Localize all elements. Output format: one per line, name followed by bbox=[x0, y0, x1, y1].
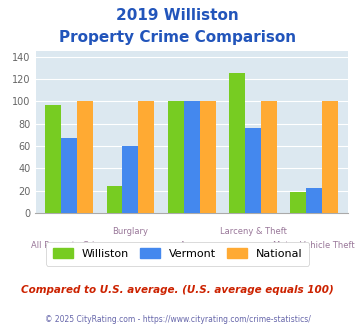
Bar bbox=[200, 101, 215, 213]
Bar bbox=[322, 101, 338, 213]
Text: Larceny & Theft: Larceny & Theft bbox=[219, 227, 286, 236]
Text: 2019 Williston: 2019 Williston bbox=[116, 8, 239, 23]
Bar bbox=[45, 105, 61, 213]
Bar bbox=[184, 101, 200, 213]
Bar bbox=[306, 188, 322, 213]
Bar bbox=[261, 101, 277, 213]
Text: Property Crime Comparison: Property Crime Comparison bbox=[59, 30, 296, 45]
Text: Compared to U.S. average. (U.S. average equals 100): Compared to U.S. average. (U.S. average … bbox=[21, 285, 334, 295]
Text: © 2025 CityRating.com - https://www.cityrating.com/crime-statistics/: © 2025 CityRating.com - https://www.city… bbox=[45, 315, 310, 324]
Text: Motor Vehicle Theft: Motor Vehicle Theft bbox=[273, 241, 355, 249]
Bar bbox=[61, 138, 77, 213]
Text: Burglary: Burglary bbox=[113, 227, 148, 236]
Bar bbox=[106, 186, 122, 213]
Bar bbox=[245, 128, 261, 213]
Bar bbox=[77, 101, 93, 213]
Bar bbox=[290, 192, 306, 213]
Text: Arson: Arson bbox=[180, 241, 204, 249]
Bar bbox=[168, 101, 184, 213]
Bar bbox=[122, 146, 138, 213]
Bar bbox=[138, 101, 154, 213]
Bar bbox=[229, 74, 245, 213]
Legend: Williston, Vermont, National: Williston, Vermont, National bbox=[46, 242, 309, 266]
Text: All Property Crime: All Property Crime bbox=[31, 241, 108, 249]
